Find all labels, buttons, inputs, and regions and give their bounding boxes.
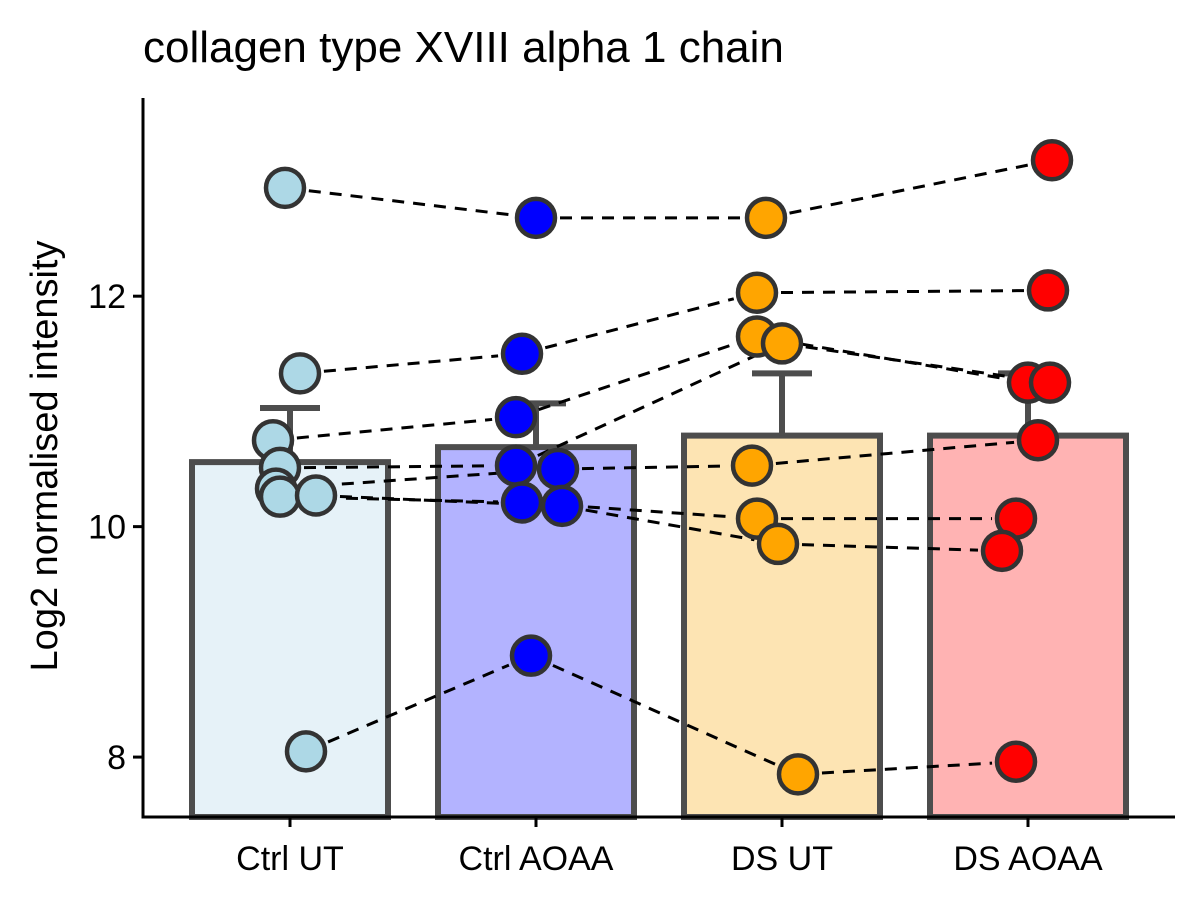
data-point [263,166,307,210]
pair-line [308,189,513,217]
y-tick-label: 12 [88,278,126,316]
data-point [500,481,544,524]
data-point [980,529,1024,573]
x-tick-label: Ctrl AOAA [459,840,614,878]
data-point [536,447,580,491]
data-point [494,395,538,439]
data-point [1030,138,1074,182]
data-point [756,522,800,566]
data-point [1016,418,1060,462]
pair-line [544,297,735,350]
y-axis-label: Log2 normalised intensity [24,241,66,672]
pair-line [323,354,499,373]
pair-line [780,289,1025,295]
x-tick-label: DS UT [731,840,833,878]
data-point [994,740,1038,783]
pair-line [299,469,535,489]
pair-line [775,440,1015,465]
bar [681,432,883,820]
data-point [735,271,779,314]
data-point [284,730,328,773]
data-point [1026,269,1070,312]
data-point [760,322,804,365]
x-tick-label: Ctrl UT [236,840,344,878]
data-point [730,444,774,487]
data-point [278,352,322,395]
y-tick-label: 8 [107,739,126,777]
data-point [776,753,820,796]
chart-title: collagen type XVIII alpha 1 chain [143,23,784,72]
data-point [1028,361,1072,404]
y-tick-label: 10 [88,509,126,547]
pair-line [303,464,493,470]
pair-line [296,417,493,440]
plot-area: 8 10 12 Ctrl UT Ctrl AOAA DS UT DS AOAA [88,98,1175,878]
data-point [258,475,302,518]
x-tick-label: DS AOAA [953,840,1103,878]
data-point [540,484,584,528]
pair-line [805,345,1027,381]
pair-line [801,543,979,552]
data-point [509,634,553,677]
pair-line [789,163,1029,215]
pair-line [538,342,735,411]
data-point [744,196,788,240]
data-point [500,332,544,376]
data-point [494,444,538,487]
pair-line [581,464,729,471]
data-point [514,196,558,240]
pair-line [585,508,755,542]
data-point [294,474,338,517]
pair-line [327,663,510,744]
pair-line [821,761,993,775]
